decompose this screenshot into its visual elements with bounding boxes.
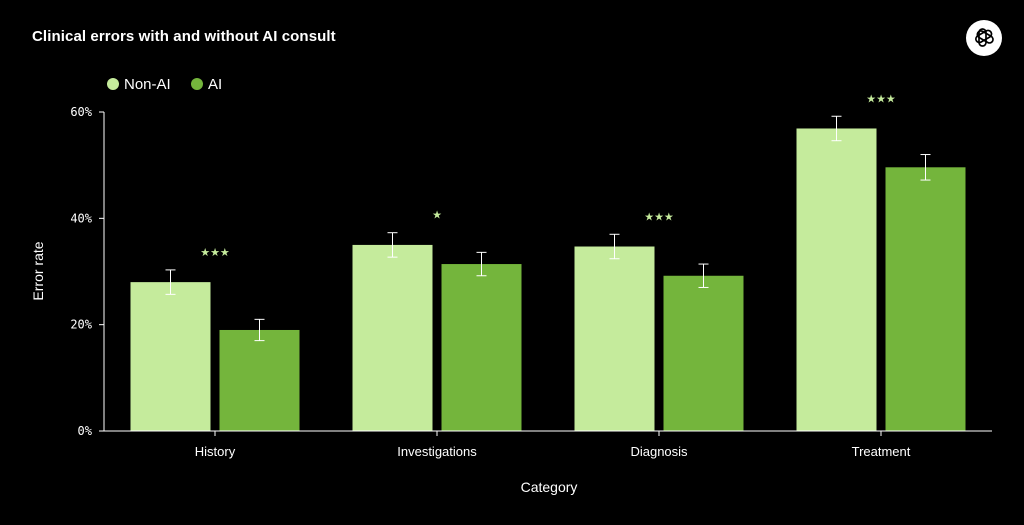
significance-stars: ★★★ <box>644 210 674 223</box>
significance-stars: ★★★ <box>866 92 896 105</box>
chart-title: Clinical errors with and without AI cons… <box>32 28 336 45</box>
bars-group <box>130 128 966 431</box>
significance-stars: ★ <box>432 209 442 222</box>
bar-non-ai-treatment <box>796 128 877 431</box>
x-category-label: History <box>195 444 236 459</box>
x-category-label: Treatment <box>852 444 911 459</box>
bar-non-ai-history <box>130 282 211 431</box>
y-tick-label: 0% <box>78 424 93 438</box>
legend-swatch <box>107 78 119 90</box>
bar-ai-history <box>219 329 300 431</box>
error-bars-group <box>165 115 931 342</box>
y-ticks-group: 0% 20% 40% 60% <box>70 105 104 438</box>
y-axis-title: Error rate <box>30 241 46 300</box>
legend-label: Non-AI <box>124 76 171 93</box>
x-categories-group: History Investigations Diagnosis Treatment <box>195 431 911 459</box>
bar-ai-investigations <box>441 264 522 431</box>
bar-non-ai-diagnosis <box>574 246 655 431</box>
bar-non-ai-investigations <box>352 244 433 431</box>
legend-label: AI <box>208 76 222 93</box>
x-axis-title: Category <box>521 479 578 495</box>
bar-ai-treatment <box>885 167 966 431</box>
legend: Non-AI AI <box>107 76 222 93</box>
bar-ai-diagnosis <box>663 275 744 431</box>
y-tick-label: 40% <box>70 211 92 225</box>
significance-group: ★★★★ ★★★★★★ <box>200 92 896 259</box>
y-tick-label: 60% <box>70 105 92 119</box>
y-tick-label: 20% <box>70 318 92 332</box>
openai-logo-icon <box>966 20 1002 56</box>
legend-swatch <box>191 78 203 90</box>
significance-stars: ★★★ <box>200 246 230 259</box>
x-category-label: Diagnosis <box>630 444 688 459</box>
x-category-label: Investigations <box>397 444 477 459</box>
